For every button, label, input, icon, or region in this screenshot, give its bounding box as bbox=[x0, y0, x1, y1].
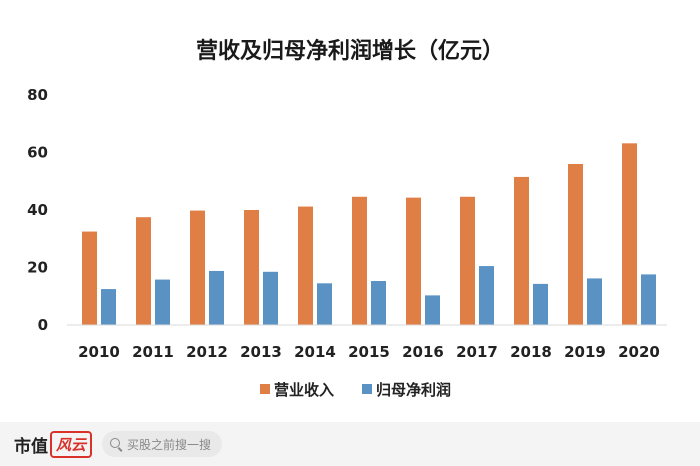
x-tick-label: 2013 bbox=[240, 343, 282, 361]
bar-net-profit-2012 bbox=[209, 270, 224, 325]
legend: 营业收入 归母净利润 bbox=[260, 381, 451, 399]
x-tick-label: 2014 bbox=[294, 343, 336, 361]
x-tick-label: 2017 bbox=[456, 343, 498, 361]
bar-net-profit-2015 bbox=[371, 281, 386, 325]
bar-revenue-2015 bbox=[352, 196, 367, 325]
bar-revenue-2011 bbox=[136, 217, 151, 325]
x-tick-label: 2012 bbox=[186, 343, 228, 361]
legend-label: 营业收入 bbox=[274, 381, 334, 399]
search-placeholder: 买股之前搜一搜 bbox=[127, 437, 212, 452]
search-icon bbox=[110, 438, 122, 450]
bar-net-profit-2014 bbox=[317, 283, 332, 325]
x-tick-label: 2018 bbox=[510, 343, 552, 361]
bar-net-profit-2010 bbox=[101, 289, 116, 325]
bar-net-profit-2017 bbox=[479, 266, 494, 325]
bar-net-profit-2018 bbox=[533, 283, 548, 325]
bar-revenue-2010 bbox=[82, 231, 97, 325]
y-tick-label: 0 bbox=[38, 316, 48, 334]
brand-name: 市值 bbox=[14, 436, 48, 457]
bar-revenue-2012 bbox=[190, 210, 205, 325]
bar-net-profit-2011 bbox=[155, 279, 170, 325]
y-tick-label: 60 bbox=[27, 144, 48, 162]
bar-revenue-2017 bbox=[460, 196, 475, 325]
bar-revenue-2016 bbox=[406, 197, 421, 325]
chart-area: 营收及归母净利润增长（亿元） 0 20 40 60 80 2010 2011 2012 201… bbox=[12, 12, 688, 422]
x-axis-ticks: 2010 2011 2012 2013 2014 2015 2016 2017 2018 2019… bbox=[78, 343, 660, 361]
bar-revenue-2020 bbox=[622, 143, 637, 325]
bars bbox=[82, 143, 656, 325]
bar-net-profit-2019 bbox=[587, 278, 602, 325]
bar-net-profit-2020 bbox=[641, 274, 656, 325]
search-input[interactable]: 买股之前搜一搜 bbox=[102, 431, 223, 457]
bar-revenue-2018 bbox=[514, 176, 529, 325]
bar-net-profit-2016 bbox=[425, 295, 440, 325]
brand-seal: 风云 bbox=[50, 430, 93, 458]
legend-swatch bbox=[260, 384, 270, 394]
bar-revenue-2019 bbox=[568, 164, 583, 325]
legend-swatch bbox=[362, 384, 372, 394]
y-axis-ticks: 0 20 40 60 80 bbox=[27, 86, 48, 334]
y-tick-label: 20 bbox=[27, 259, 48, 277]
brand-logo: 市值 风云 bbox=[14, 430, 93, 458]
x-tick-label: 2019 bbox=[564, 343, 606, 361]
x-tick-label: 2016 bbox=[402, 343, 444, 361]
legend-label: 归母净利润 bbox=[376, 381, 451, 399]
x-tick-label: 2015 bbox=[348, 343, 390, 361]
x-tick-label: 2011 bbox=[132, 343, 174, 361]
bar-net-profit-2013 bbox=[263, 271, 278, 325]
x-tick-label: 2020 bbox=[618, 343, 660, 361]
x-tick-label: 2010 bbox=[78, 343, 120, 361]
y-tick-label: 80 bbox=[27, 86, 48, 104]
bar-revenue-2013 bbox=[244, 210, 259, 325]
y-tick-label: 40 bbox=[27, 201, 48, 219]
footer-bar: 市值 风云 买股之前搜一搜 bbox=[0, 422, 700, 466]
chart-title: 营收及归母净利润增长（亿元） bbox=[196, 38, 504, 64]
bar-revenue-2014 bbox=[298, 206, 313, 325]
